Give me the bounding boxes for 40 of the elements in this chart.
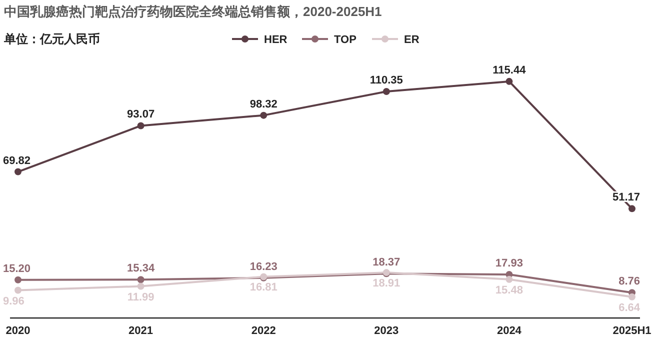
x-tick-label: 2023 — [374, 325, 399, 337]
point — [506, 78, 513, 85]
data-label: 15.48 — [495, 284, 523, 296]
point — [14, 276, 22, 284]
data-label: 18.37 — [372, 256, 400, 269]
point — [382, 88, 390, 96]
x-tick-label: 2022 — [251, 325, 276, 337]
data-label: 110.35 — [370, 74, 403, 87]
chart-title: 中国乳腺癌热门靶点治疗药物医院全终端总销售额，2020-2025H1 — [4, 4, 382, 19]
legend-label: ER — [404, 34, 420, 46]
point — [628, 205, 636, 212]
point — [14, 168, 22, 176]
legend-label: TOP — [334, 34, 356, 46]
data-label: 16.23 — [250, 260, 278, 273]
data-label: 93.07 — [127, 108, 155, 121]
x-tick-label: 2025H1 — [612, 325, 652, 337]
chart-subtitle: 单位：亿元人民币 — [3, 32, 100, 46]
point — [14, 286, 22, 294]
point — [137, 276, 144, 284]
data-label: 115.44 — [492, 64, 527, 76]
data-label: 9.96 — [3, 295, 24, 308]
x-tick-label: 2021 — [128, 325, 154, 337]
x-tick-label: 2024 — [496, 325, 522, 337]
point — [137, 282, 144, 290]
data-label: 15.20 — [3, 262, 31, 275]
data-label: 18.91 — [372, 278, 400, 290]
point — [137, 122, 144, 130]
point — [628, 293, 636, 300]
data-label: 8.76 — [618, 276, 640, 288]
legend-label: HER — [264, 34, 288, 46]
point — [260, 112, 268, 119]
data-label: 16.81 — [250, 282, 278, 294]
data-label: 11.99 — [127, 291, 154, 304]
data-label: 98.32 — [250, 98, 278, 110]
x-tick-label: 2020 — [6, 325, 30, 337]
data-label: 6.64 — [618, 302, 641, 314]
point — [506, 276, 513, 283]
data-label: 15.34 — [127, 262, 156, 275]
data-label: 69.82 — [3, 154, 31, 167]
data-label: 17.93 — [495, 258, 523, 270]
